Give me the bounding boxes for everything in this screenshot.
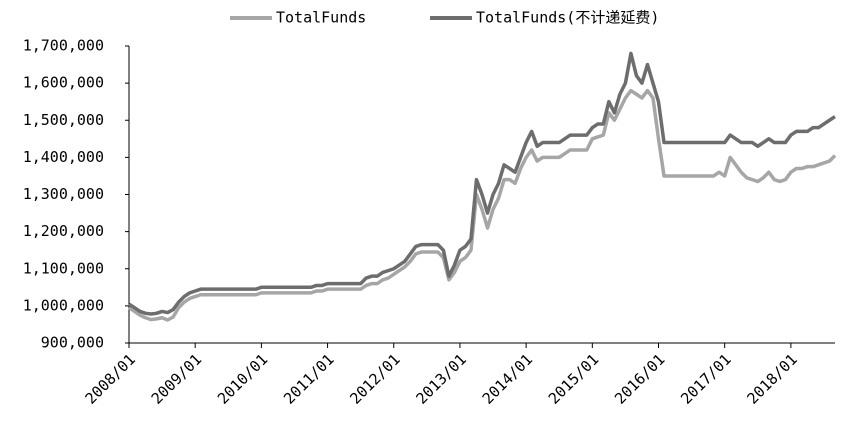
x-tick-label: 2009/01 [148, 350, 205, 407]
legend-label: TotalFunds [276, 9, 366, 27]
x-tick-label: 2008/01 [82, 350, 139, 407]
y-tick-label: 1,400,000 [23, 148, 104, 166]
series-line [128, 51, 836, 316]
y-tick-label: 1,100,000 [23, 259, 104, 277]
x-tick-label: 2018/01 [743, 350, 800, 407]
x-tick-label: 2012/01 [346, 350, 403, 407]
x-tick-label: 2013/01 [413, 350, 470, 407]
x-tick-label: 2014/01 [479, 350, 536, 407]
y-tick-label: 1,700,000 [23, 37, 104, 55]
y-tick-label: 1,000,000 [23, 296, 104, 314]
x-tick-label: 2010/01 [214, 350, 271, 407]
y-tick-label: 1,600,000 [23, 74, 104, 92]
x-tick-label: 2017/01 [677, 350, 734, 407]
legend-label: TotalFunds(不计递延费) [476, 9, 659, 27]
x-tick-label: 2015/01 [545, 350, 602, 407]
y-tick-label: 1,300,000 [23, 185, 104, 203]
y-tick-label: 900,000 [41, 334, 104, 352]
y-tick-label: 1,200,000 [23, 222, 104, 240]
x-tick-label: 2011/01 [280, 350, 337, 407]
y-tick-label: 1,500,000 [23, 111, 104, 129]
x-tick-label: 2016/01 [611, 350, 668, 407]
series-line [128, 88, 837, 322]
